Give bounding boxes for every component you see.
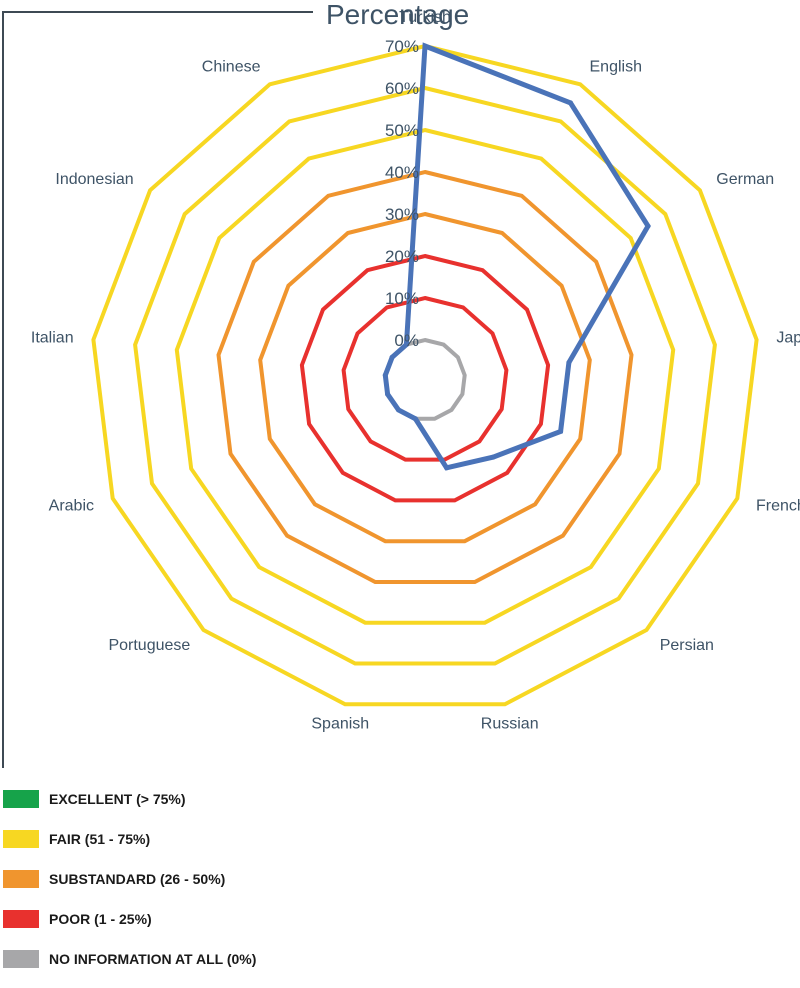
legend-label: SUBSTANDARD (26 - 50%)	[49, 871, 226, 887]
data-point-russian	[444, 465, 450, 471]
data-point-italian	[382, 372, 388, 378]
grid-ring-70pct	[91, 43, 759, 707]
legend-item-fair: FAIR (51 - 75%)	[3, 828, 256, 850]
grid-ring-60pct	[133, 85, 717, 666]
category-label-spanish: Spanish	[311, 716, 369, 733]
tick-label-50pct: 50%	[385, 121, 419, 140]
category-label-russian: Russian	[481, 716, 539, 733]
category-label-persian: Persian	[660, 637, 714, 654]
category-label-english: English	[590, 59, 642, 76]
category-label-turkish: Turkish	[399, 9, 451, 26]
legend-swatch	[3, 790, 39, 808]
data-point-spanish	[412, 416, 418, 422]
data-point-chinese	[403, 342, 409, 348]
tick-label-60pct: 60%	[385, 79, 419, 98]
data-point-japanese	[566, 360, 572, 365]
legend-label: FAIR (51 - 75%)	[49, 831, 151, 847]
category-label-indonesian: Indonesian	[55, 171, 133, 188]
grid-ring-50pct	[174, 127, 676, 625]
tick-label-10pct: 10%	[385, 289, 419, 308]
grid-ring-10pct	[341, 295, 509, 462]
category-label-german: German	[716, 171, 774, 188]
category-label-chinese: Chinese	[202, 59, 261, 76]
tick-label-70pct: 70%	[385, 37, 419, 56]
data-point-english	[568, 100, 573, 106]
data-point-indonesian	[389, 354, 395, 360]
grid-ring-20pct	[299, 253, 551, 503]
legend-swatch	[3, 870, 39, 888]
legend-label: NO INFORMATION AT ALL (0%)	[49, 951, 257, 967]
legend-item-excellent: EXCELLENT (> 75%)	[3, 788, 256, 810]
category-label-italian: Italian	[31, 329, 74, 346]
tick-label-40pct: 40%	[385, 163, 419, 182]
data-point-german	[645, 223, 651, 229]
data-point-french	[558, 428, 564, 434]
tick-label-0pct: 0%	[394, 331, 419, 350]
legend-swatch	[3, 950, 39, 968]
data-point-turkish	[422, 43, 428, 49]
category-label-japanese: Japanese	[776, 329, 800, 346]
legend-item-poor: POOR (1 - 25%)	[3, 908, 256, 930]
data-point-persian	[490, 454, 496, 460]
legend-swatch	[3, 910, 39, 928]
category-label-portuguese: Portuguese	[108, 637, 190, 654]
chart-title: Percentage	[326, 0, 469, 30]
title-bracket	[2, 11, 313, 768]
legend-label: POOR (1 - 25%)	[49, 911, 152, 927]
legend-swatch	[3, 830, 39, 848]
category-label-french: French	[756, 498, 800, 515]
grid-ring-40pct	[216, 169, 634, 584]
tick-label-30pct: 30%	[385, 205, 419, 224]
legend-item-no-information: NO INFORMATION AT ALL (0%)	[3, 948, 256, 970]
series-line	[382, 42, 651, 471]
grid-ring-30pct	[258, 211, 592, 544]
radar-chart: Percentage Turkish English German Japanese F…	[2, 0, 800, 768]
category-label-arabic: Arabic	[49, 498, 94, 515]
legend-item-substandard: SUBSTANDARD (26 - 50%)	[3, 868, 256, 890]
legend: EXCELLENT (> 75%) FAIR (51 - 75%) SUBSTA…	[3, 788, 256, 988]
legend-label: EXCELLENT (> 75%)	[49, 791, 186, 807]
data-point-arabic	[385, 391, 391, 397]
tick-label-20pct: 20%	[385, 247, 419, 266]
data-point-portuguese	[396, 407, 401, 413]
